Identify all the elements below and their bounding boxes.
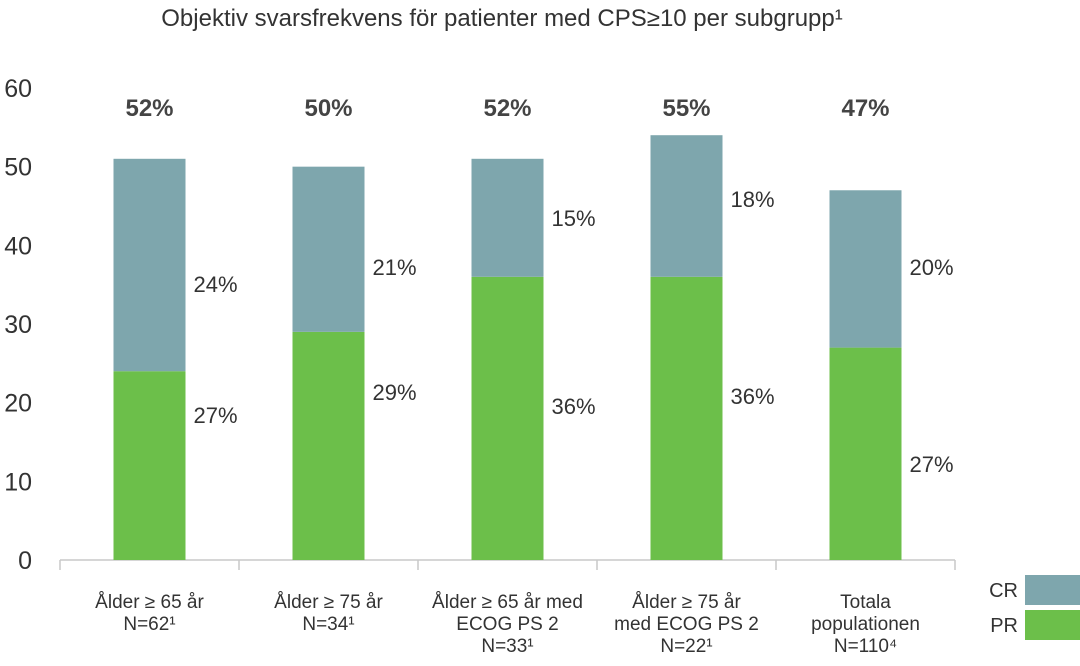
x-tick-label: Ålder ≥ 75 år — [632, 592, 741, 613]
data-label: 15% — [551, 206, 595, 231]
x-tick-label: populationen — [811, 614, 920, 635]
bar-cr — [471, 158, 544, 277]
y-tick-label: 50 — [4, 154, 32, 182]
chart-title: Objektiv svarsfrekvens för patienter med… — [161, 5, 842, 32]
data-label: 21% — [372, 255, 416, 280]
x-tick-label: Ålder ≥ 75 år — [274, 592, 383, 613]
x-tick-label: Totala — [840, 592, 891, 613]
y-tick-label: 60 — [4, 75, 32, 103]
legend-swatch — [1025, 575, 1080, 605]
total-labels: 52% 50% 52% 55% 47% — [125, 95, 889, 122]
y-tick-label: 20 — [4, 390, 32, 418]
data-label: 36% — [730, 384, 774, 409]
legend-label: PR — [990, 615, 1018, 637]
bar-pr — [292, 331, 365, 560]
x-tick-label: N=33¹ — [481, 636, 533, 657]
y-tick-label: 40 — [4, 232, 32, 260]
data-label: 36% — [551, 394, 595, 419]
data-label: 24% — [193, 272, 237, 297]
y-tick-label: 10 — [4, 468, 32, 496]
legend-label: CR — [989, 580, 1018, 602]
x-tick-label: N=110⁴ — [834, 636, 897, 657]
bar-cr — [292, 166, 365, 332]
bar-pr — [113, 371, 186, 560]
data-label: 29% — [372, 380, 416, 405]
total-label: 52% — [483, 95, 531, 122]
x-axis — [59, 559, 956, 570]
x-tick-label: N=34¹ — [302, 614, 354, 635]
bar-pr — [471, 276, 544, 560]
data-label: 18% — [730, 187, 774, 212]
bars — [113, 135, 902, 560]
legend: CR PR — [989, 575, 1080, 640]
legend-swatch — [1025, 610, 1080, 640]
y-tick-label: 0 — [18, 547, 32, 575]
x-tick-label: ECOG PS 2 — [456, 614, 558, 635]
x-tick-label: Ålder ≥ 65 år med — [432, 592, 583, 613]
x-tick-label: N=62¹ — [123, 614, 175, 635]
y-tick-label: 30 — [4, 311, 32, 339]
bar-cr — [650, 135, 723, 277]
bar-pr — [829, 347, 902, 560]
data-label: 27% — [193, 403, 237, 428]
total-label: 55% — [662, 95, 710, 122]
bar-pr — [650, 276, 723, 560]
total-label: 52% — [125, 95, 173, 122]
bar-cr — [113, 158, 186, 372]
total-label: 50% — [304, 95, 352, 122]
x-tick-label: Ålder ≥ 65 år — [95, 592, 204, 613]
x-tick-label: med ECOG PS 2 — [614, 614, 759, 635]
x-tick-label: N=22¹ — [660, 636, 712, 657]
data-label: 27% — [909, 452, 953, 477]
total-label: 47% — [841, 95, 889, 122]
y-axis: 0 10 20 30 40 50 60 — [4, 75, 32, 575]
segment-labels: 27% 24% 29% 21% 36% 15% 36% 18% 27% 20% — [193, 187, 953, 477]
bar-cr — [829, 190, 902, 348]
data-label: 20% — [909, 255, 953, 280]
